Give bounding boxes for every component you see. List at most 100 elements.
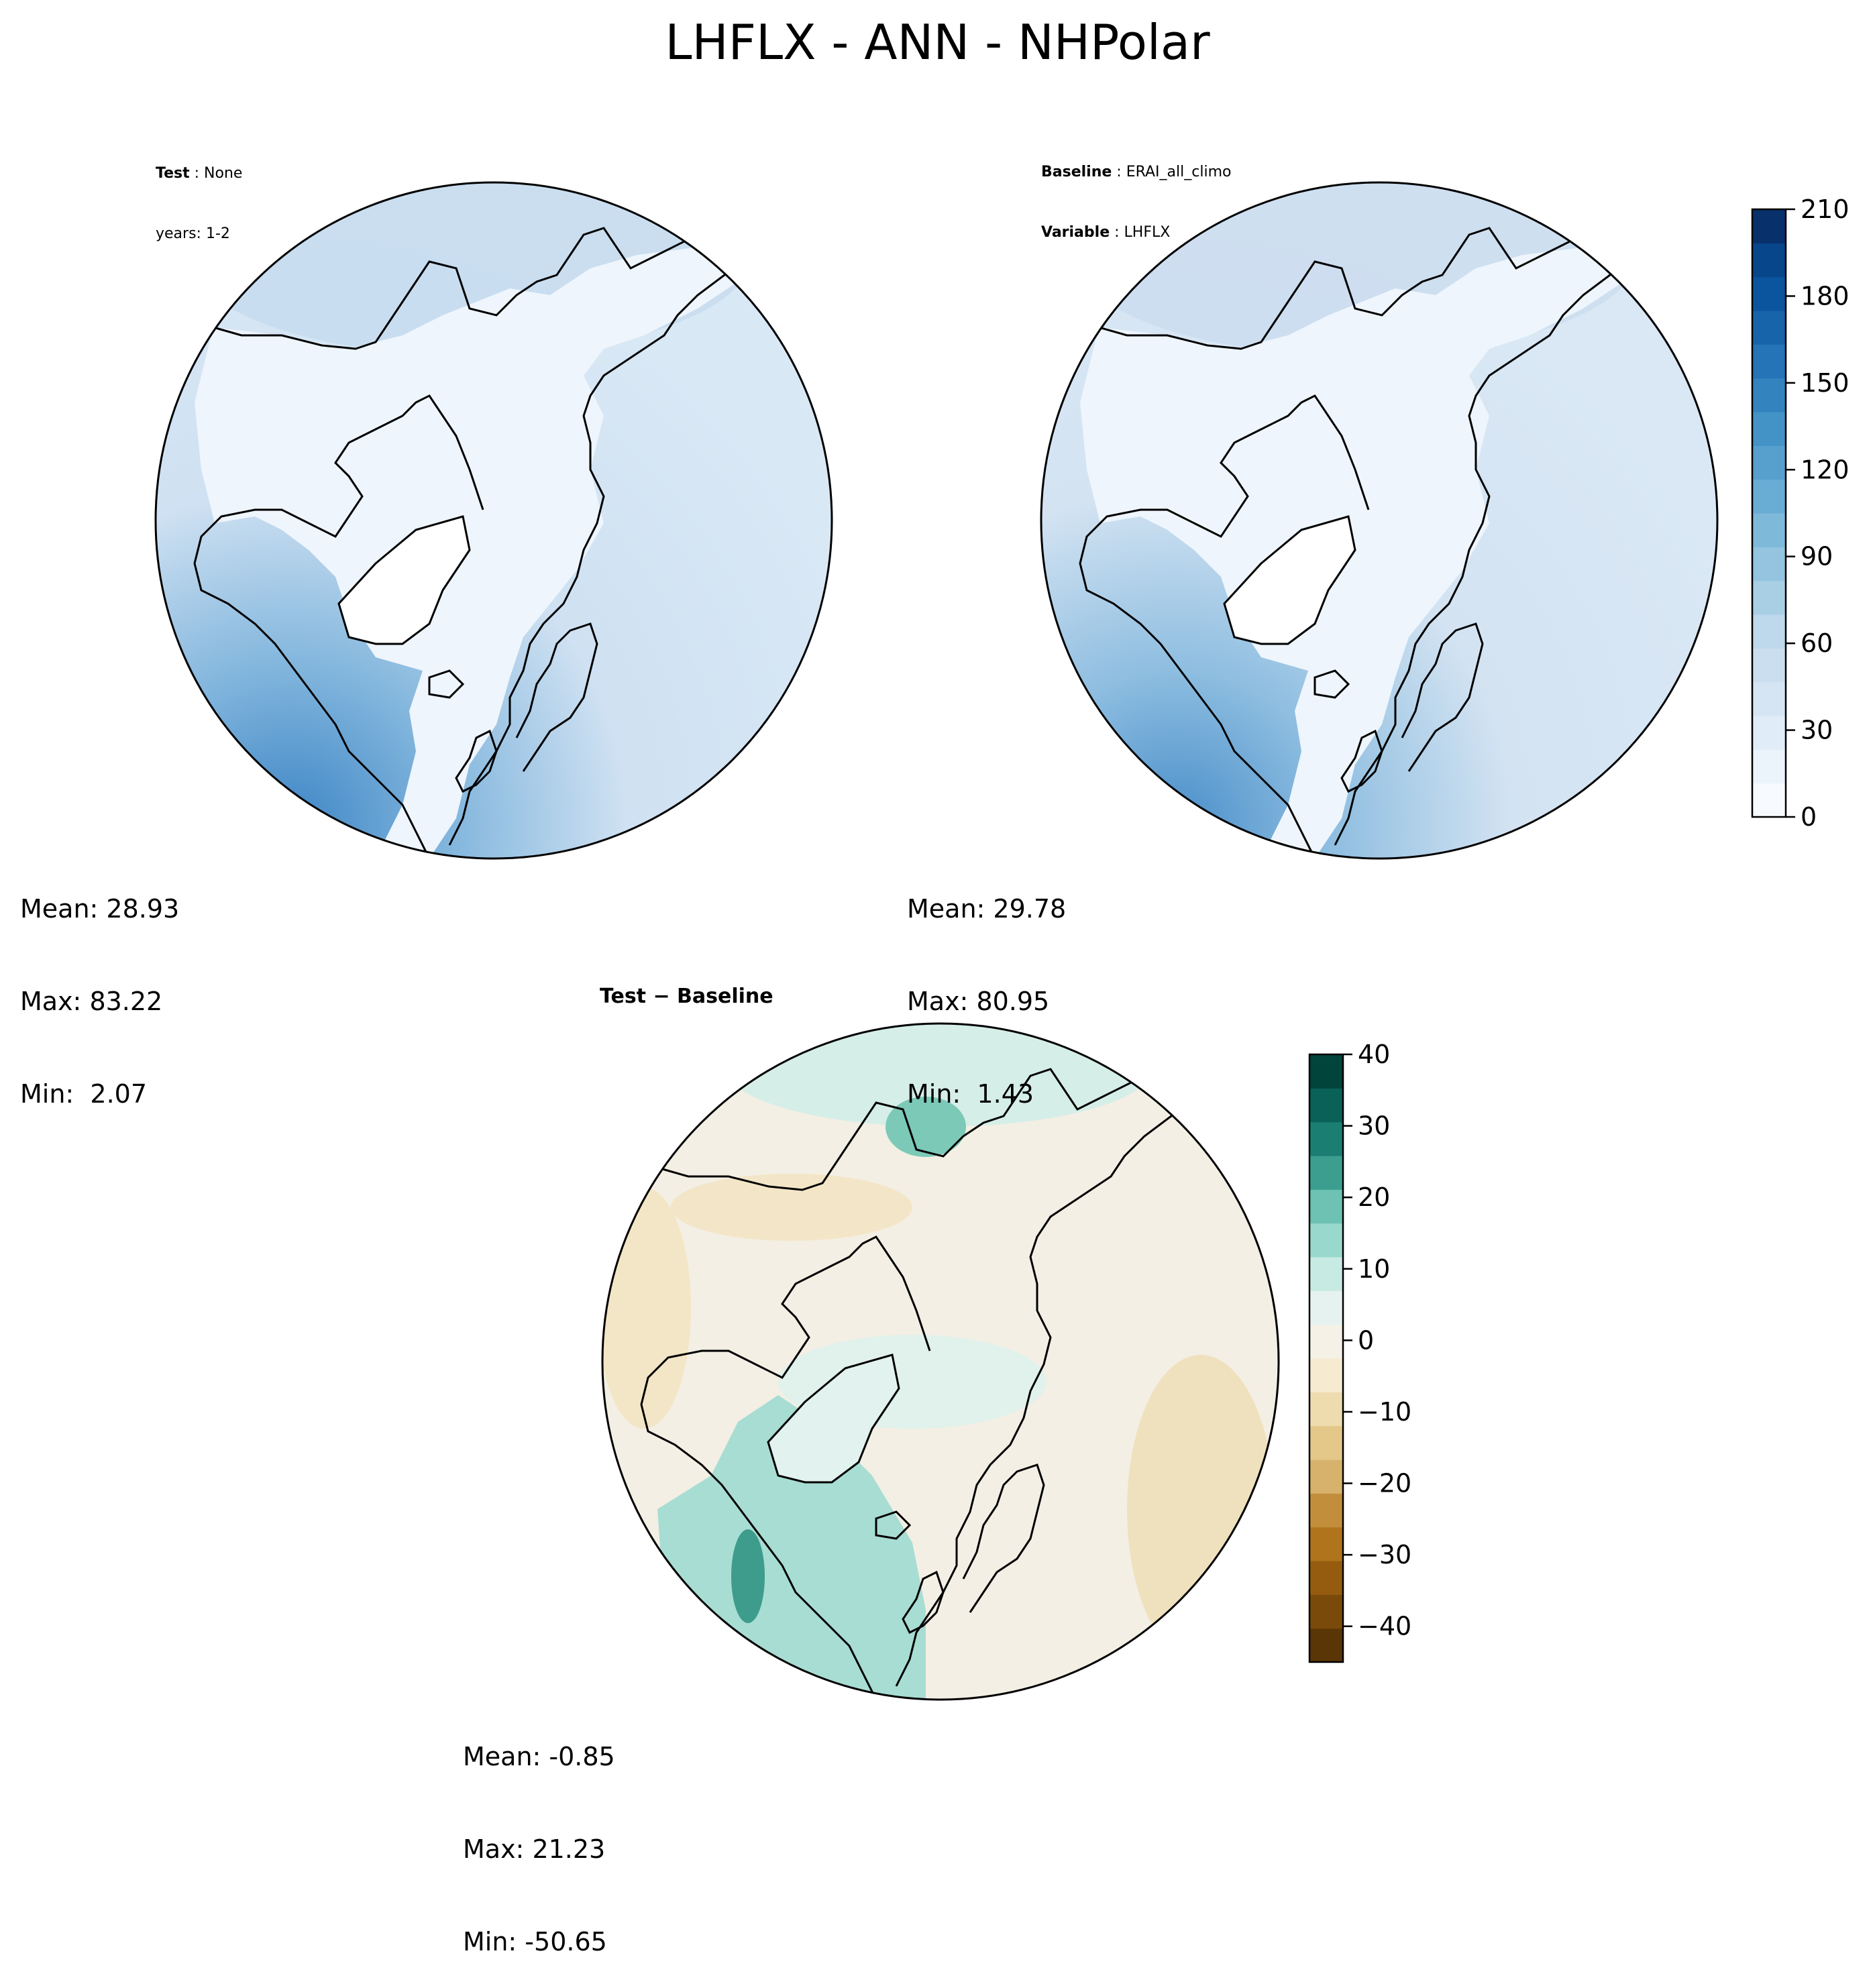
test-stats: Mean: 28.93 Max: 83.22 Min: 2.07 (20, 832, 179, 1140)
diff-teal-blob-north (886, 1097, 966, 1157)
test-header-years: years: 1-2 (156, 225, 230, 242)
test-greenland (337, 515, 471, 645)
colorbar-diff-tick-label: 40 (1358, 1040, 1390, 1069)
colorbar-absolute: 0 30 60 90 120 150 180 210 (1751, 195, 1850, 832)
colorbar-abs-segment (1752, 209, 1786, 243)
colorbar-diff-segment (1309, 1324, 1343, 1359)
diff-max: Max: 21.23 (463, 1834, 606, 1864)
colorbar-abs-tick-label: 180 (1801, 281, 1850, 311)
colorbar-diff-tick-label: −10 (1358, 1397, 1411, 1427)
baseline-stats: Mean: 29.78 Max: 80.95 Min: 1.43 (907, 832, 1066, 1140)
colorbar-diff-tick-label: 0 (1358, 1325, 1374, 1355)
baseline-header-value: ERAI_all_climo (1126, 164, 1232, 180)
colorbar-diff-segment (1309, 1290, 1343, 1325)
colorbar-diff-segment (1309, 1358, 1343, 1392)
colorbar-diff-tick-label: 30 (1358, 1111, 1390, 1141)
colorbar-abs-segment (1752, 783, 1786, 818)
variable-header-key: Variable (1041, 224, 1110, 241)
colorbar-diff-segment (1309, 1088, 1343, 1123)
colorbar-abs-segment (1752, 580, 1786, 615)
baseline-coast-iceland (1314, 669, 1350, 699)
test-coast-uk (455, 729, 498, 793)
colorbar-abs-segment (1752, 681, 1786, 716)
colorbar-diff-segment (1309, 1493, 1343, 1528)
diff-teal-dark-blob (731, 1529, 765, 1623)
test-header-value: None (204, 165, 243, 182)
colorbar-diff-segment (1309, 1223, 1343, 1258)
test-land-eurasia (195, 241, 771, 859)
colorbar-abs-tick-label: 30 (1801, 716, 1833, 745)
baseline-land-eurasia (1080, 241, 1657, 859)
colorbar-abs-segment (1752, 479, 1786, 514)
diff-coast-scandinavia (962, 1464, 1045, 1613)
diff-coast-america (640, 1235, 931, 1700)
colorbar-diff-segment (1309, 1561, 1343, 1595)
baseline-min: Min: 1.43 (907, 1079, 1034, 1109)
test-coast-iceland (428, 669, 465, 699)
baseline-max: Max: 80.95 (907, 987, 1050, 1016)
diff-greenland (767, 1354, 900, 1484)
diff-map (602, 1024, 1279, 1700)
colorbar-diff-segment (1309, 1628, 1343, 1663)
colorbar-abs-tick-label: 60 (1801, 628, 1833, 658)
baseline-header-key: Baseline (1041, 164, 1112, 180)
test-header-key: Test (156, 165, 190, 182)
diff-coast-iceland (875, 1510, 912, 1540)
baseline-map (1041, 182, 1717, 859)
baseline-map-border (1040, 181, 1719, 860)
colorbar-abs-segment (1752, 648, 1786, 683)
test-coast-america (193, 394, 484, 859)
test-coast-scandinavia (515, 622, 598, 772)
colorbar-abs-segment (1752, 749, 1786, 784)
diff-tan-north (671, 1174, 912, 1241)
colorbar-abs-segment (1752, 445, 1786, 480)
colorbar-abs-segment (1752, 716, 1786, 750)
colorbar-abs-segment (1752, 614, 1786, 649)
colorbar-diff-tick-label: 10 (1358, 1254, 1390, 1284)
diff-mean: Mean: -0.85 (463, 1742, 615, 1771)
colorbar-diff-segment (1309, 1392, 1343, 1427)
diff-tan-east (1127, 1355, 1275, 1663)
diff-min: Min: -50.65 (463, 1927, 607, 1956)
colorbar-abs-segment (1752, 378, 1786, 412)
colorbar-diff-segment (1309, 1156, 1343, 1190)
colorbar-abs-tick-label: 0 (1801, 802, 1817, 832)
colorbar-diff-segment (1309, 1425, 1343, 1460)
colorbar-diff-segment (1309, 1054, 1343, 1089)
colorbar-abs-segment (1752, 276, 1786, 311)
diff-stats: Mean: -0.85 Max: 21.23 Min: -50.65 (463, 1679, 615, 1988)
colorbar-abs-segment (1752, 311, 1786, 345)
colorbar-abs-segment (1752, 243, 1786, 278)
colorbar-abs-tick-label: 150 (1801, 368, 1850, 398)
colorbar-abs-border (1751, 208, 1787, 818)
diff-coast-uk (902, 1570, 945, 1635)
baseline-coast-scandinavia (1401, 622, 1484, 772)
figure-title: LHFLX - ANN - NHPolar (665, 14, 1210, 70)
colorbar-diff-segment (1309, 1121, 1343, 1156)
colorbar-diff-segment (1309, 1527, 1343, 1561)
colorbar-diff-border (1308, 1053, 1344, 1663)
colorbar-abs-segment (1752, 547, 1786, 582)
test-header: Test : None years: 1-2 (156, 165, 243, 242)
baseline-header: Baseline : ERAI_all_climo Variable : LHF… (1041, 164, 1232, 241)
colorbar-diff-segment (1309, 1189, 1343, 1224)
baseline-greenland (1223, 515, 1356, 645)
colorbar-abs-segment (1752, 412, 1786, 446)
colorbar-diff-tick-label: −20 (1358, 1469, 1411, 1498)
diff-map-border (601, 1022, 1280, 1701)
colorbar-diff-tick-label: −30 (1358, 1540, 1411, 1569)
variable-header-value: LHFLX (1124, 224, 1171, 241)
colorbar-diff-tick-label: −40 (1358, 1612, 1411, 1641)
colorbar-diff-tick-label: 20 (1358, 1182, 1390, 1212)
colorbar-diff-segment (1309, 1257, 1343, 1291)
colorbar-abs-tick-label: 210 (1801, 195, 1850, 224)
diff-title: Test − Baseline (600, 985, 773, 1008)
baseline-coast-america (1079, 394, 1370, 859)
colorbar-diff-segment (1309, 1459, 1343, 1494)
test-mean: Mean: 28.93 (20, 894, 180, 924)
colorbar-diff-segment (1309, 1594, 1343, 1629)
test-max: Max: 83.22 (20, 987, 163, 1016)
colorbar-difference: −40 −30 −20 −10 0 10 20 30 40 (1308, 1040, 1411, 1663)
colorbar-abs-segment (1752, 513, 1786, 547)
figure-canvas: 0 30 60 90 120 150 180 210 −40 −30 −20 −10 0 10 20 30 4… (154, 181, 1850, 1701)
